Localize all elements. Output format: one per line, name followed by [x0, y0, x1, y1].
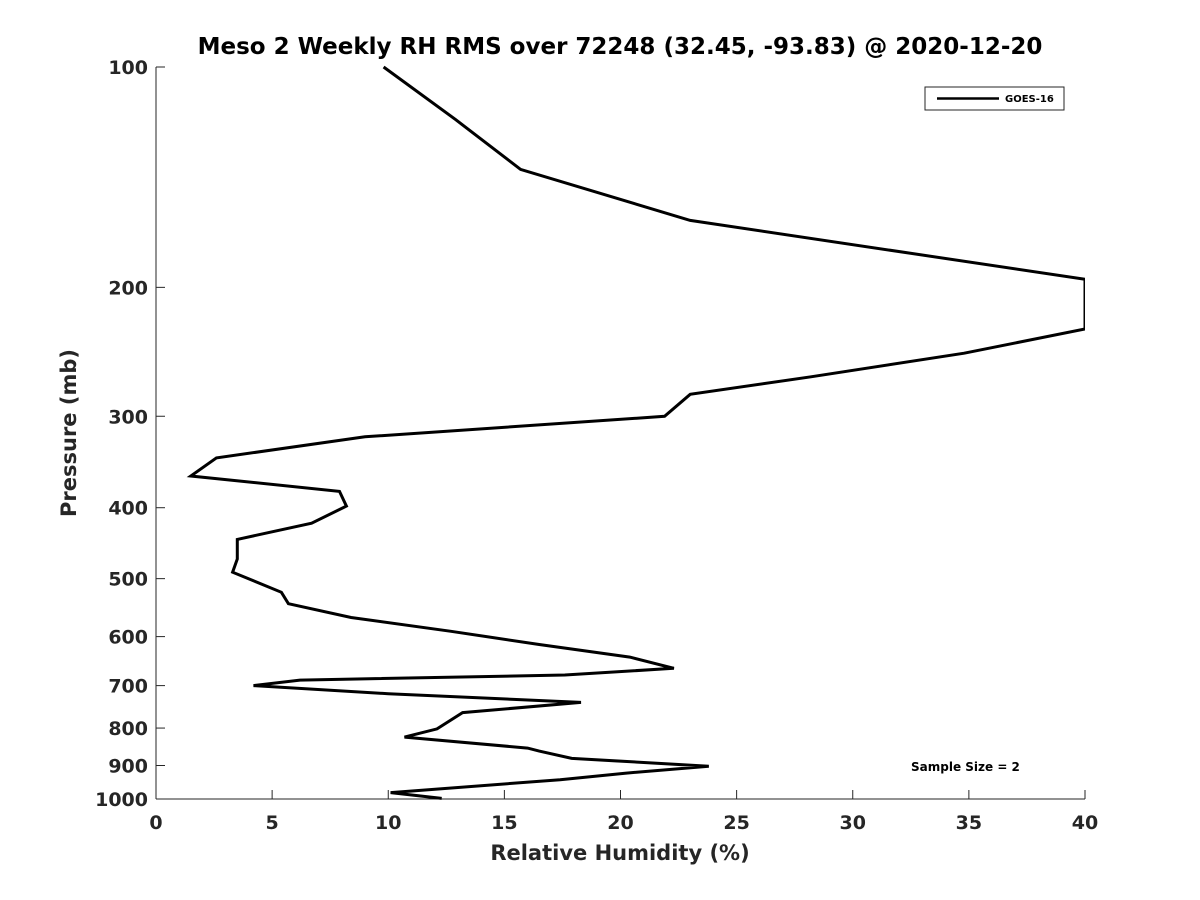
series-line-goes-16: [186, 65, 1085, 800]
y-axis-label: Pressure (mb): [57, 349, 81, 517]
y-tick-label: 200: [108, 277, 148, 299]
y-tick-label: 800: [108, 718, 148, 740]
x-tick-label: 30: [840, 812, 866, 834]
x-axis-label: Relative Humidity (%): [490, 841, 749, 865]
y-ticks-group: 100 200 300 400 500 600 700 800 900 1000: [95, 57, 165, 811]
x-ticks-group: 0 5 10 15 20 25 30 35 40: [149, 790, 1098, 834]
y-tick-label: 100: [108, 57, 148, 79]
x-tick-label: 15: [491, 812, 517, 834]
x-tick-label: 5: [266, 812, 279, 834]
y-tick-label: 500: [108, 569, 148, 591]
y-tick-label: 600: [108, 627, 148, 649]
y-tick-label: 900: [108, 756, 148, 778]
sample-size-annotation: Sample Size = 2: [911, 760, 1020, 774]
x-tick-label: 40: [1072, 812, 1098, 834]
x-tick-label: 10: [375, 812, 401, 834]
series-group: [186, 65, 1085, 800]
x-tick-label: 0: [149, 812, 162, 834]
legend: GOES-16: [924, 86, 1065, 111]
y-tick-label: 300: [108, 406, 148, 428]
x-tick-label: 25: [723, 812, 749, 834]
y-tick-label: 1000: [95, 789, 148, 811]
x-tick-label: 35: [956, 812, 982, 834]
legend-label-goes-16: GOES-16: [1005, 94, 1054, 105]
chart-title: Meso 2 Weekly RH RMS over 72248 (32.45, …: [198, 34, 1043, 60]
y-tick-label: 700: [108, 676, 148, 698]
y-tick-label: 400: [108, 498, 148, 520]
x-tick-label: 20: [607, 812, 633, 834]
